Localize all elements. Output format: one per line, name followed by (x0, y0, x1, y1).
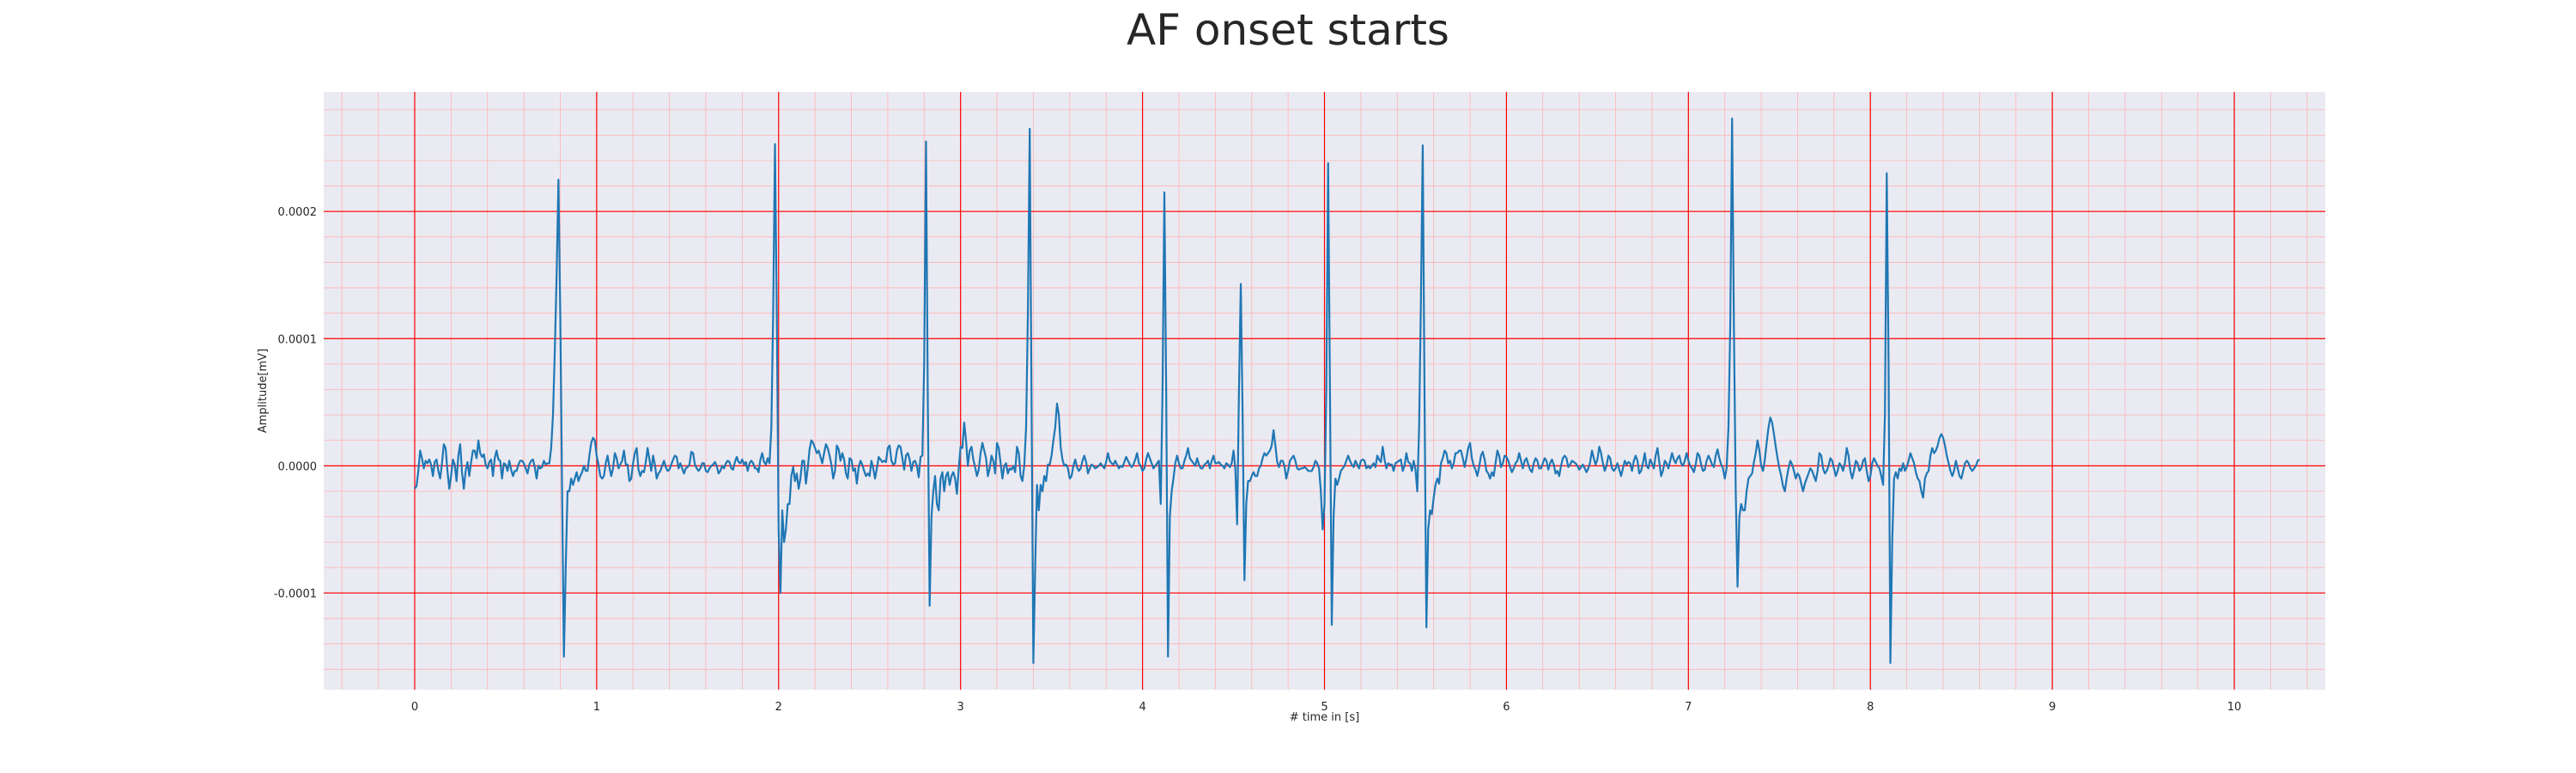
x-tick-label: 1 (593, 701, 600, 714)
x-tick-label: 4 (1139, 701, 1145, 714)
y-tick-label: 0.0001 (278, 333, 318, 346)
x-tick-label: 6 (1503, 701, 1510, 714)
x-tick-label: 2 (775, 701, 782, 714)
ecg-series-line (414, 118, 1980, 664)
x-tick-label: 0 (411, 701, 418, 714)
x-tick-label: 10 (2227, 701, 2242, 714)
x-tick-label: 7 (1685, 701, 1692, 714)
chart-title: AF onset starts (1127, 5, 1449, 55)
x-tick-label: 9 (2049, 701, 2056, 714)
y-tick-label: -0.0001 (274, 587, 317, 600)
y-axis-label: Amplitude[mV] (257, 349, 270, 433)
x-axis-ticks: 0 1 2 3 4 5 6 7 8 9 10 (411, 701, 2242, 714)
x-tick-label: 5 (1321, 701, 1327, 714)
y-tick-label: 0.0002 (278, 206, 318, 219)
x-axis-label: # time in [s] (1290, 711, 1359, 724)
y-tick-label: 0.0000 (278, 460, 318, 473)
major-grid (324, 92, 2325, 690)
y-axis-ticks: -0.0001 0.0000 0.0001 0.0002 (274, 206, 317, 600)
x-tick-label: 8 (1867, 701, 1874, 714)
x-tick-label: 3 (957, 701, 964, 714)
